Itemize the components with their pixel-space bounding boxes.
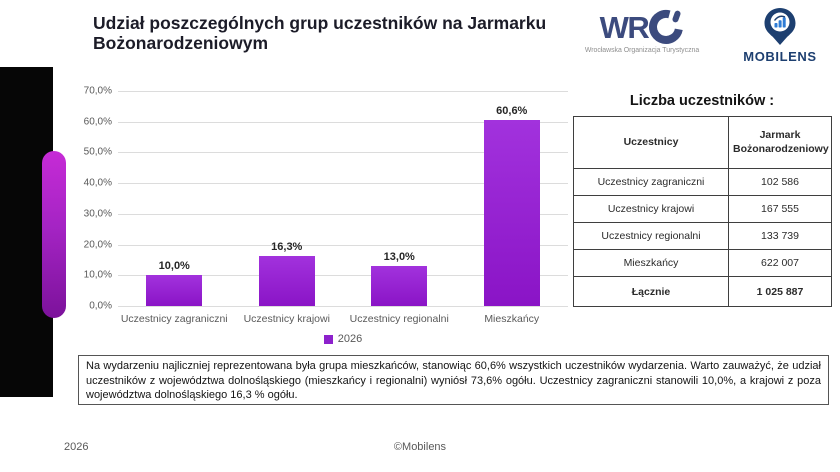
x-axis-category-label: Uczestnicy regionalni (349, 313, 449, 325)
table-cell-group: Uczestnicy regionalni (573, 222, 729, 250)
y-axis-tick-label: 60,0% (83, 116, 112, 128)
table-total-row: Łącznie 1 025 887 (573, 276, 832, 307)
wro-compass-icon (649, 9, 684, 44)
table-cell-count: 622 007 (728, 249, 832, 277)
y-axis-tick-label: 40,0% (83, 177, 112, 189)
bar-slot: 10,0% (118, 91, 231, 306)
x-axis-category-label: Mieszkańcy (484, 313, 540, 325)
gridline (118, 306, 568, 307)
x-axis-labels: Uczestnicy zagraniczni Uczestnicy krajowi… (118, 313, 568, 325)
mobilens-pin-icon (764, 8, 796, 45)
summary-text-box: Na wydarzeniu najliczniej reprezentowana… (78, 355, 829, 405)
y-axis-tick-label: 0,0% (89, 300, 112, 312)
table-row: Mieszkańcy 622 007 (573, 249, 832, 277)
table-cell-total-label: Łącznie (573, 276, 729, 307)
table-cell-total-count: 1 025 887 (728, 276, 832, 307)
x-axis-category-label: Uczestnicy krajowi (243, 313, 330, 325)
table-cell-group: Uczestnicy krajowi (573, 195, 729, 223)
mobilens-logo: MOBILENS (736, 7, 824, 64)
gridline (118, 121, 568, 123)
table-cell-count: 167 555 (728, 195, 832, 223)
bar-4[interactable] (483, 119, 540, 306)
plot-area: 10,0% 16,3% 13,0% 60,6% (118, 91, 569, 307)
x-axis-category-label: Uczestnicy zagraniczni (120, 313, 228, 325)
table-header-uczestnicy: Uczestnicy (573, 116, 729, 169)
bar-value-label: 13,0% (383, 251, 415, 264)
gridline (118, 275, 568, 277)
footer-credit: ©Mobilens (393, 441, 447, 453)
wro-logo-text: WR (599, 9, 650, 45)
legend-swatch-icon (323, 334, 333, 344)
wro-logo: WR Wrocławska Organizacja Turystyczna (579, 9, 705, 54)
wro-logo-tagline: Wrocławska Organizacja Turystyczna (584, 47, 700, 54)
y-axis-tick-label: 70,0% (83, 85, 112, 97)
bar-3[interactable] (371, 266, 428, 306)
bar-2[interactable] (258, 255, 315, 306)
bar-value-label: 16,3% (271, 240, 303, 253)
page-title: Udział poszczególnych grup uczestników n… (93, 13, 547, 54)
bar-slot: 60,6% (456, 91, 569, 306)
mobilens-logo-text: MOBILENS (743, 49, 817, 64)
table-body: Uczestnicy zagraniczni 102 586 Uczestnicy … (573, 168, 832, 307)
table-cell-group: Uczestnicy zagraniczni (573, 168, 729, 196)
bar-1[interactable] (146, 275, 203, 306)
table-cell-count: 133 739 (728, 222, 832, 250)
gridline (118, 91, 568, 92)
y-axis-tick-label: 30,0% (83, 208, 112, 220)
gridline (118, 183, 568, 185)
table-cell-count: 102 586 (728, 168, 832, 196)
y-axis-tick-label: 10,0% (83, 269, 112, 281)
y-axis-tick-label: 20,0% (83, 239, 112, 251)
bar-value-label: 10,0% (158, 260, 190, 273)
gridline (118, 244, 568, 246)
table-row: Uczestnicy zagraniczni 102 586 (573, 168, 832, 196)
gridline (118, 152, 568, 154)
table-title: Liczba uczestników : (629, 93, 775, 109)
table-row: Uczestnicy krajowi 167 555 (573, 195, 832, 223)
footer-year: 2026 (64, 441, 89, 453)
chart-legend: 2026 (118, 333, 568, 345)
participants-table: Uczestnicy Jarmark Bożonarodzeniowy Ucze… (573, 116, 832, 307)
table-cell-group: Mieszkańcy (573, 249, 729, 277)
y-axis: 70,0% 60,0% 50,0% 40,0% 30,0% 20,0% 10,0% 0,0% (58, 86, 112, 312)
wro-logo-row: WR (579, 9, 705, 45)
bar-slot: 13,0% (343, 91, 456, 306)
table-header-jarmark: Jarmark Bożonarodzeniowy (728, 116, 832, 169)
purple-pill-decoration (42, 151, 66, 318)
bar-slot: 16,3% (231, 91, 344, 306)
bar-value-label: 60,6% (496, 104, 528, 117)
gridline (118, 213, 568, 215)
legend-label: 2026 (337, 333, 363, 345)
table-header-row: Uczestnicy Jarmark Bożonarodzeniowy (573, 116, 832, 169)
y-axis-tick-label: 50,0% (83, 146, 112, 158)
table-row: Uczestnicy regionalni 133 739 (573, 222, 832, 250)
